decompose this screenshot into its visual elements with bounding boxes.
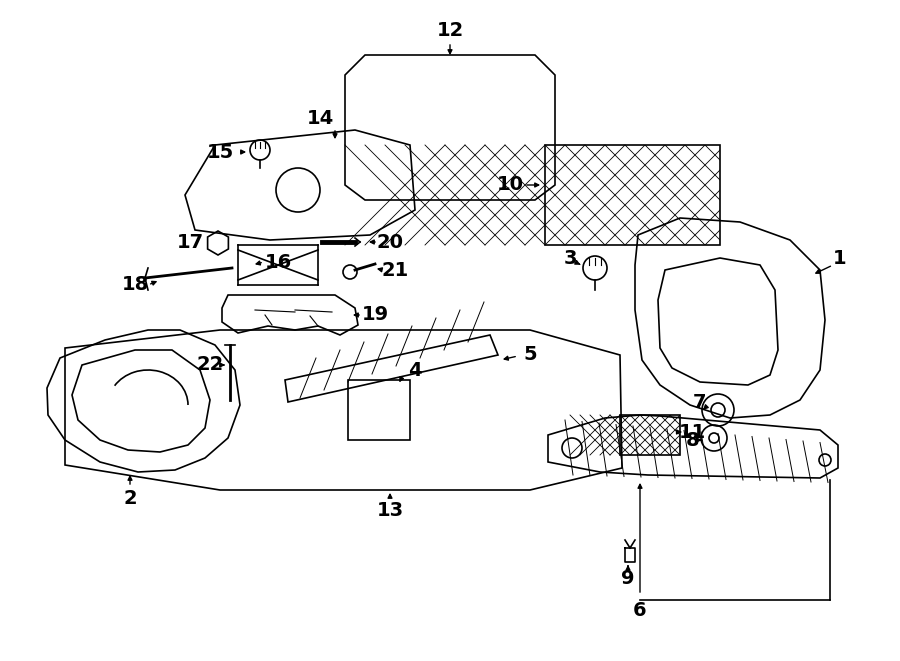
Text: 21: 21 — [382, 260, 409, 280]
Text: 10: 10 — [497, 176, 524, 194]
Text: 6: 6 — [634, 600, 647, 619]
Text: 11: 11 — [679, 422, 706, 442]
Text: 19: 19 — [362, 305, 389, 325]
Text: 8: 8 — [686, 430, 700, 449]
Text: 5: 5 — [523, 346, 536, 364]
Text: 1: 1 — [833, 249, 847, 268]
Text: 7: 7 — [693, 393, 706, 412]
Text: 12: 12 — [436, 20, 464, 40]
Text: 2: 2 — [123, 488, 137, 508]
Text: 3: 3 — [563, 249, 577, 268]
Text: 4: 4 — [409, 360, 422, 379]
Text: 15: 15 — [206, 143, 234, 161]
Text: 22: 22 — [196, 356, 223, 375]
Text: 20: 20 — [376, 233, 403, 251]
Text: 13: 13 — [376, 500, 403, 520]
Text: 14: 14 — [306, 108, 334, 128]
Text: 16: 16 — [265, 253, 292, 272]
Text: 17: 17 — [176, 233, 203, 253]
Text: 18: 18 — [122, 276, 148, 295]
Text: 9: 9 — [621, 568, 634, 588]
